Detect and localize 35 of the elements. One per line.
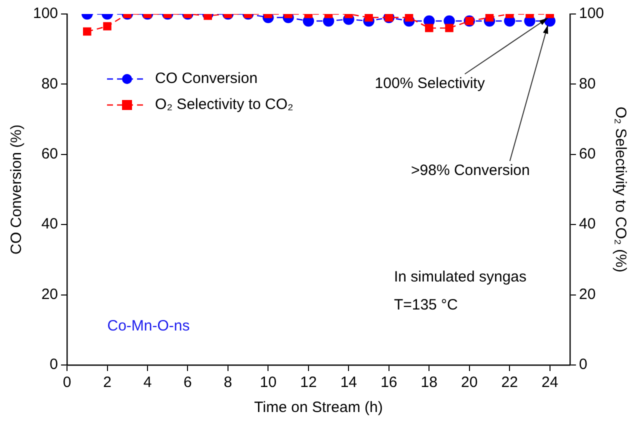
- x-tick-label: 20: [461, 374, 478, 392]
- x-tick-label: 8: [224, 374, 232, 392]
- y2-tick-label: 100: [578, 5, 604, 22]
- x-tick-label: 4: [143, 374, 152, 392]
- x-tick-label: 12: [300, 374, 317, 392]
- annotation: Co-Mn-O-ns: [107, 318, 190, 335]
- y2-tick-label: 40: [578, 216, 596, 233]
- y2-tick-label: 0: [578, 356, 588, 374]
- y-tick-label: 0: [50, 356, 58, 374]
- annotation: In simulated syngas: [394, 268, 527, 286]
- x-tick-label: 0: [62, 374, 72, 392]
- x-tick-label: 16: [380, 374, 398, 392]
- annotation: 100% Selectivity: [374, 75, 486, 92]
- x-tick-label: 10: [260, 374, 277, 392]
- annotation: >98% Conversion: [411, 162, 530, 180]
- y-tick-label: 20: [41, 286, 58, 303]
- y-tick-label: 80: [41, 75, 58, 92]
- x-tick-label: 24: [542, 374, 558, 392]
- legend-label: CO Conversion: [155, 70, 258, 88]
- x-tick-label: 6: [184, 374, 192, 392]
- x-tick-label: 14: [340, 374, 358, 392]
- y2-tick-label: 80: [578, 75, 596, 92]
- y-tick-label: 60: [41, 146, 58, 163]
- x-tick-label: 2: [103, 374, 112, 392]
- y2-tick-label: 20: [578, 286, 596, 303]
- annotation: T=135 °C: [394, 296, 458, 314]
- y2-axis-title: O₂ Selectivity to CO₂ (%): [612, 106, 629, 272]
- y-axis-title: CO Conversion (%): [8, 124, 26, 255]
- y2-tick-label: 60: [578, 146, 596, 163]
- y-tick-label: 40: [41, 216, 58, 233]
- legend-label: O₂ Selectivity to CO₂: [155, 96, 294, 114]
- x-axis-title: Time on Stream (h): [254, 399, 383, 416]
- x-tick-label: 22: [501, 374, 518, 392]
- x-tick-label: 18: [420, 374, 438, 392]
- y-tick-label: 100: [32, 5, 58, 22]
